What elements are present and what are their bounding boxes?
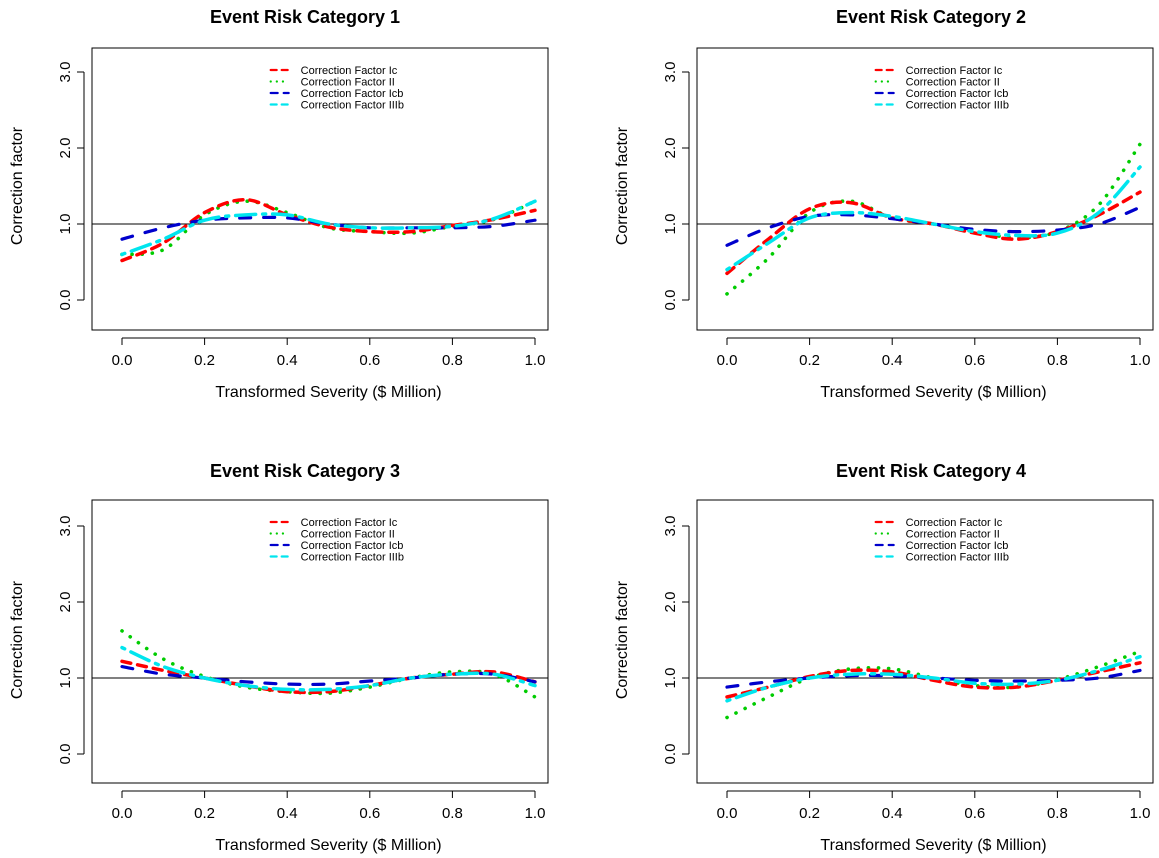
y-tick-label: 3.0 [662, 62, 679, 83]
x-tick-label: 0.6 [964, 805, 985, 822]
legend-label: Correction Factor IIIb [906, 100, 1009, 112]
legend-label: Correction Factor Ic [301, 517, 398, 529]
chart-title: Event Risk Category 1 [210, 7, 400, 27]
x-tick-label: 0.2 [194, 352, 215, 369]
legend-label: Correction Factor IIIb [906, 552, 1009, 564]
legend-label: Correction Factor II [301, 77, 395, 89]
legend-label: Correction Factor II [301, 529, 395, 541]
x-tick-label: 0.0 [112, 352, 133, 369]
x-tick-label: 0.0 [112, 805, 133, 822]
legend-label: Correction Factor Icb [301, 540, 404, 552]
x-tick-label: 0.8 [442, 805, 463, 822]
y-tick-label: 1.0 [57, 668, 74, 689]
x-tick-label: 0.8 [1047, 352, 1068, 369]
chart-panel-3: Event Risk Category 3 0.0 0.2 0.4 0.6 0.8 1.0 0… [9, 461, 549, 854]
y-tick-label: 0.0 [662, 290, 679, 311]
series-line-correction-factor-ic [725, 661, 1142, 699]
y-tick-label: 1.0 [57, 214, 74, 235]
legend-label: Correction Factor IIIb [301, 552, 404, 564]
series-line-correction-factor-iiib [725, 165, 1142, 272]
chart-panel-1: Event Risk Category 1 0.0 0.2 0.4 0.6 0.8 1.0 0… [9, 7, 549, 401]
series-line-correction-factor-icb [120, 215, 537, 241]
chart-title: Event Risk Category 4 [836, 461, 1026, 481]
y-tick-label: 2.0 [662, 592, 679, 613]
legend-label: Correction Factor Ic [906, 517, 1003, 529]
chart-panel-4: Event Risk Category 4 0.0 0.2 0.4 0.6 0.8 1.0 0… [614, 461, 1154, 854]
x-tick-label: 0.4 [277, 352, 298, 369]
plot-frame [696, 499, 1154, 784]
legend-label: Correction Factor Ic [906, 65, 1003, 77]
y-tick-label: 3.0 [57, 516, 74, 537]
legend-label: Correction Factor Ic [301, 65, 398, 77]
plot-frame [696, 47, 1154, 331]
x-tick-label: 0.2 [799, 805, 820, 822]
legend-label: Correction Factor Icb [906, 88, 1009, 100]
x-tick-label: 0.2 [799, 352, 820, 369]
y-axis-label: Correction factor [9, 126, 26, 245]
y-tick-label: 2.0 [662, 138, 679, 159]
x-tick-label: 0.4 [277, 805, 298, 822]
x-tick-label: 0.0 [717, 805, 738, 822]
y-tick-label: 2.0 [57, 138, 74, 159]
y-tick-label: 0.0 [57, 290, 74, 311]
x-tick-label: 0.2 [194, 805, 215, 822]
y-tick-label: 3.0 [57, 62, 74, 83]
y-tick-label: 2.0 [57, 592, 74, 613]
x-tick-label: 0.6 [359, 352, 380, 369]
x-axis-label: Transformed Severity ($ Million) [820, 384, 1046, 401]
series-line-correction-factor-ic [725, 190, 1142, 276]
x-tick-label: 0.4 [882, 805, 903, 822]
x-tick-label: 1.0 [1130, 805, 1151, 822]
x-tick-label: 0.6 [359, 805, 380, 822]
y-axis-label: Correction factor [614, 580, 631, 699]
x-axis-label: Transformed Severity ($ Million) [215, 837, 441, 854]
x-tick-label: 1.0 [525, 805, 546, 822]
x-tick-label: 1.0 [1130, 352, 1151, 369]
x-tick-label: 0.8 [1047, 805, 1068, 822]
chart-title: Event Risk Category 2 [836, 7, 1026, 27]
x-tick-label: 1.0 [525, 352, 546, 369]
series-line-correction-factor-ii [725, 142, 1142, 296]
y-axis-label: Correction factor [9, 580, 26, 699]
plot-frame [91, 47, 549, 331]
y-tick-label: 1.0 [662, 214, 679, 235]
x-tick-label: 0.8 [442, 352, 463, 369]
legend-label: Correction Factor IIIb [301, 100, 404, 112]
series-line-correction-factor-ii [120, 629, 537, 699]
legend-label: Correction Factor Icb [301, 88, 404, 100]
legend-label: Correction Factor Icb [906, 540, 1009, 552]
series-line-correction-factor-iiib [725, 654, 1142, 703]
series-line-correction-factor-ii [725, 649, 1142, 720]
series-line-correction-factor-icb [725, 205, 1142, 247]
x-axis-label: Transformed Severity ($ Million) [215, 384, 441, 401]
y-axis-label: Correction factor [614, 126, 631, 245]
series-line-correction-factor-iiib [120, 199, 537, 257]
plot-frame [91, 499, 549, 784]
x-tick-label: 0.4 [882, 352, 903, 369]
series-line-correction-factor-iiib [120, 645, 537, 692]
y-tick-label: 0.0 [57, 744, 74, 765]
x-axis-label: Transformed Severity ($ Million) [820, 837, 1046, 854]
y-tick-label: 1.0 [662, 668, 679, 689]
chart-panel-2: Event Risk Category 2 0.0 0.2 0.4 0.6 0.8 1.0 0… [614, 7, 1154, 401]
x-tick-label: 0.0 [717, 352, 738, 369]
y-tick-label: 0.0 [662, 744, 679, 765]
chart-title: Event Risk Category 3 [210, 461, 400, 481]
x-tick-label: 0.6 [964, 352, 985, 369]
legend-label: Correction Factor II [906, 529, 1000, 541]
y-tick-label: 3.0 [662, 516, 679, 537]
legend-label: Correction Factor II [906, 77, 1000, 89]
